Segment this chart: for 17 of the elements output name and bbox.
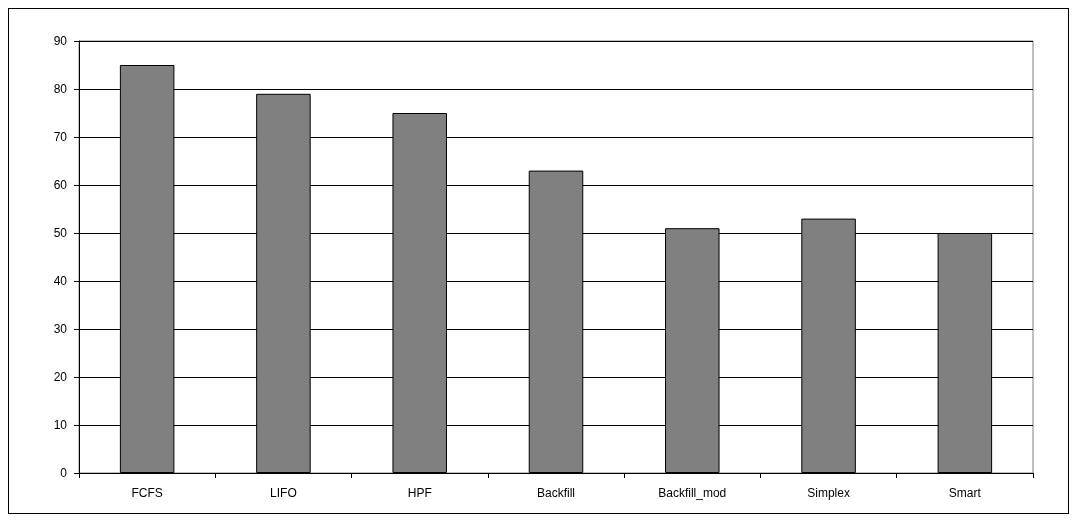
y-tick-label: 80 [53, 82, 68, 96]
y-tick-label: 70 [53, 130, 68, 144]
x-tick-label: Backfill_mod [658, 486, 727, 500]
y-tick-label: 10 [53, 418, 68, 432]
y-tick-label: 0 [60, 466, 68, 480]
x-tick-label: Smart [948, 486, 982, 500]
x-tick-label: Simplex [807, 486, 850, 500]
x-tick-label: LIFO [270, 486, 297, 500]
x-tick-label: Backfill [536, 486, 576, 500]
x-tick-label: HPF [407, 486, 432, 500]
y-tick-label: 30 [53, 322, 68, 336]
y-tick-label: 20 [53, 370, 68, 384]
y-tick-label: 40 [53, 274, 68, 288]
y-tick-label: 60 [53, 178, 68, 192]
y-tick-label: 50 [53, 226, 68, 240]
y-tick-label: 90 [53, 34, 68, 48]
x-tick-label: FCFS [131, 486, 163, 500]
